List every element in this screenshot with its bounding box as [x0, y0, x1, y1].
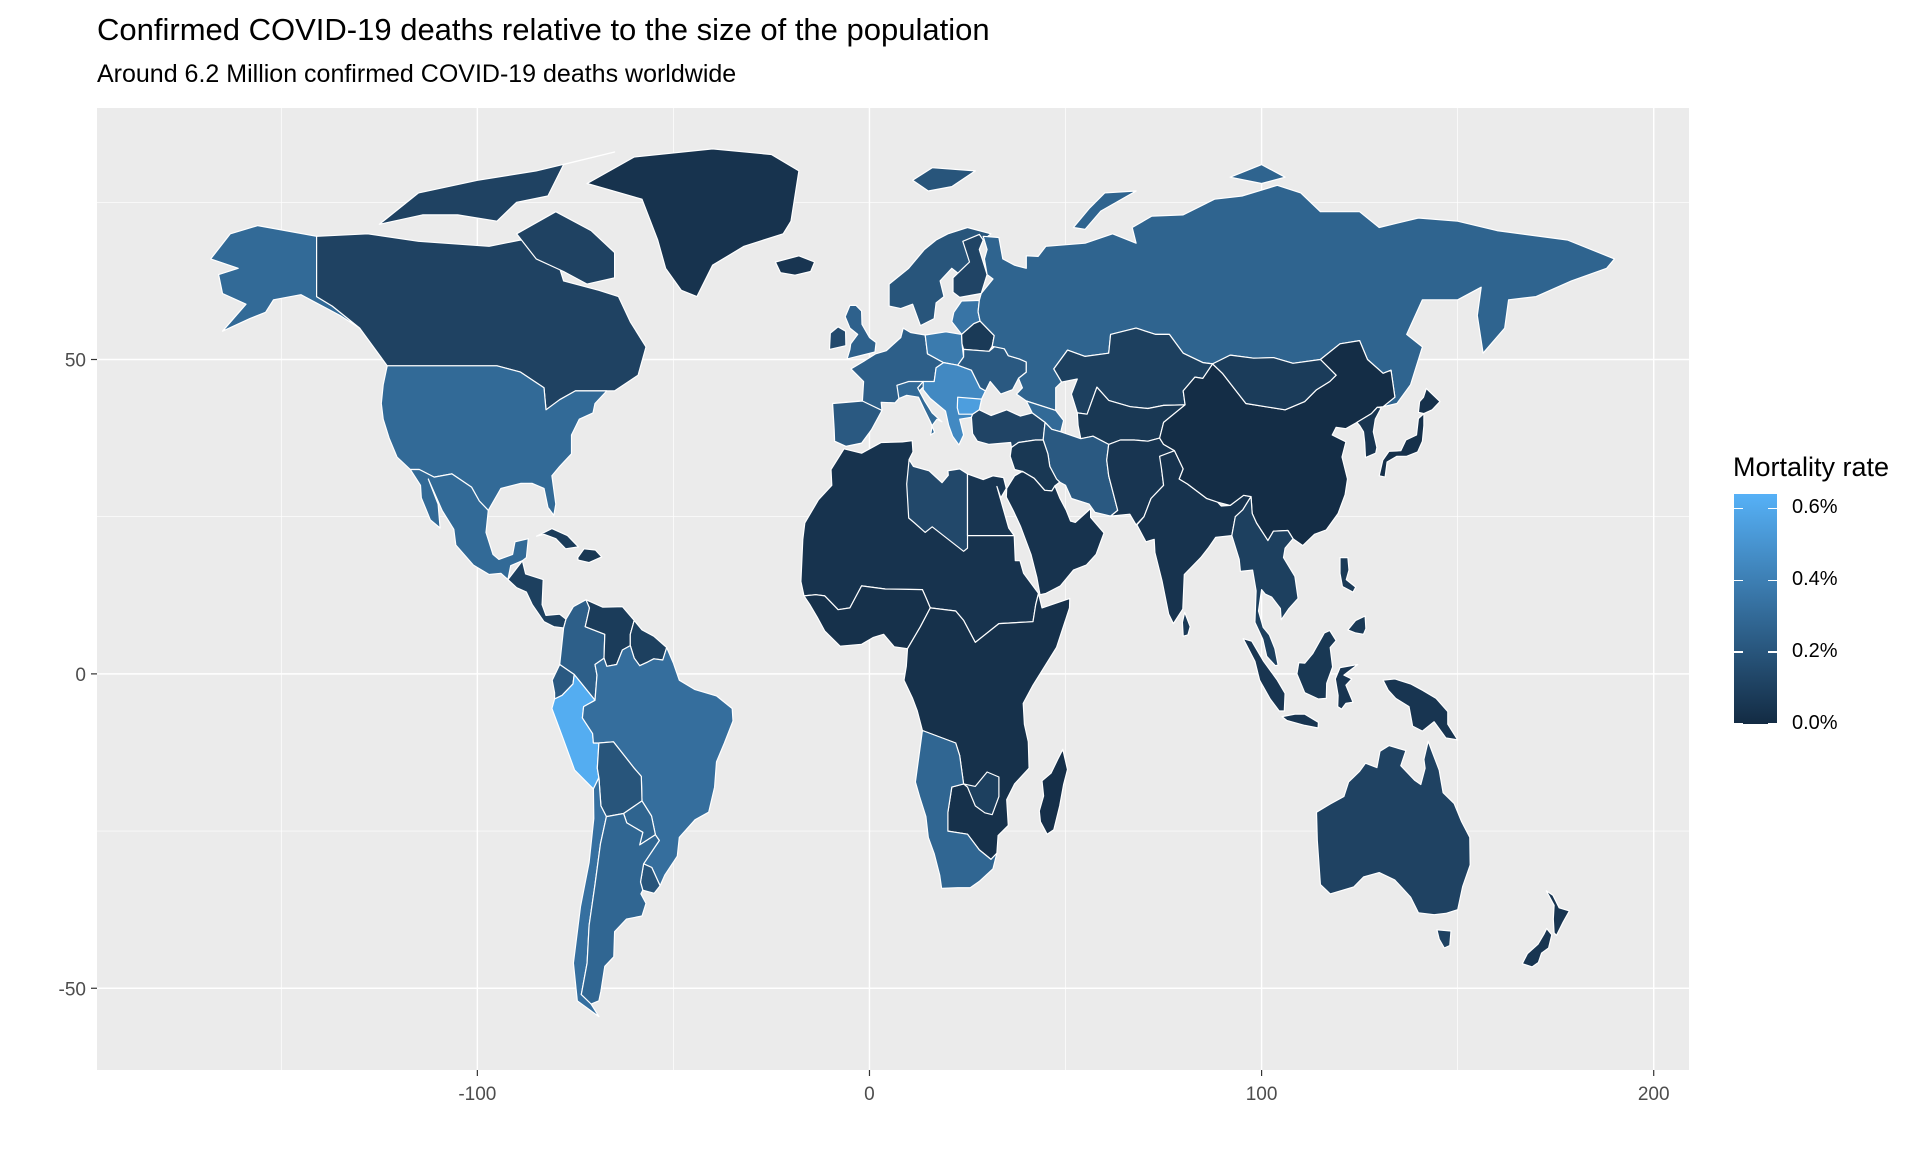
country-region — [535, 527, 580, 550]
legend-tick-mark — [1734, 651, 1743, 653]
country-region — [1072, 190, 1137, 230]
x-tick-label: -100 — [458, 1084, 496, 1105]
x-tick-label: 100 — [1246, 1084, 1278, 1105]
country-region — [828, 326, 847, 350]
x-tick-label: 0 — [864, 1084, 875, 1105]
country-region — [903, 592, 1071, 861]
country-region — [914, 729, 998, 889]
country-region — [831, 400, 883, 447]
country-region — [1038, 748, 1069, 835]
country-region — [1334, 663, 1359, 710]
country-region — [966, 473, 1015, 537]
legend-label: 0.6% — [1792, 496, 1838, 519]
country-region — [896, 380, 943, 436]
country-region — [1231, 496, 1299, 667]
country-region — [977, 184, 1616, 411]
country-region — [1436, 929, 1452, 949]
country-region — [210, 225, 361, 332]
country-region — [409, 468, 529, 581]
country-region — [1339, 556, 1357, 593]
legend-tick-mark — [1734, 579, 1743, 581]
countries — [210, 148, 1616, 1018]
x-tick-label: 200 — [1638, 1084, 1670, 1105]
chart-subtitle: Around 6.2 Million confirmed COVID-19 de… — [97, 60, 737, 88]
country-region — [1417, 387, 1441, 415]
country-region — [1521, 927, 1553, 968]
legend-label: 0.2% — [1792, 640, 1838, 663]
country-region — [1281, 713, 1320, 729]
country-region — [378, 151, 616, 225]
country-region — [1378, 413, 1425, 478]
y-tick-label: -50 — [59, 979, 86, 1000]
country-region — [1315, 740, 1471, 916]
y-tick-label: 50 — [65, 351, 86, 372]
chart-title: Confirmed COVID-19 deaths relative to th… — [97, 12, 990, 47]
country-region — [1211, 354, 1337, 411]
legend-tick-mark — [1768, 579, 1777, 581]
country-region — [774, 255, 816, 276]
legend-label: 0.0% — [1792, 712, 1838, 734]
country-region — [911, 167, 976, 192]
legend-tick-mark — [1768, 507, 1777, 510]
country-region — [1181, 611, 1191, 637]
legend-tick-mark — [1768, 651, 1777, 653]
legend-tick-mark — [1768, 723, 1777, 725]
country-region — [1356, 406, 1382, 459]
country-region — [1009, 439, 1061, 492]
country-region — [1545, 890, 1571, 937]
country-region — [580, 812, 660, 1005]
country-region — [1382, 678, 1459, 741]
country-region — [1229, 164, 1286, 185]
country-region — [844, 304, 877, 360]
country-region — [1005, 470, 1105, 596]
legend-tick-mark — [1734, 507, 1743, 510]
legend-title: Mortality rate — [1733, 452, 1890, 482]
y-tick-label: 0 — [75, 665, 86, 686]
country-region — [1242, 638, 1286, 712]
country-region — [1296, 629, 1337, 700]
country-region — [577, 548, 603, 564]
country-region — [952, 233, 988, 298]
legend-colorbar — [1734, 494, 1777, 724]
country-region — [515, 211, 616, 285]
country-region — [1347, 615, 1367, 635]
country-region — [962, 771, 1000, 816]
country-region — [586, 148, 800, 298]
country-region — [380, 365, 608, 517]
legend-tick-mark — [1734, 723, 1743, 725]
axes: -100 0 100 200 50 0 -50 — [59, 351, 1670, 1105]
legend-label: 0.4% — [1792, 568, 1838, 591]
